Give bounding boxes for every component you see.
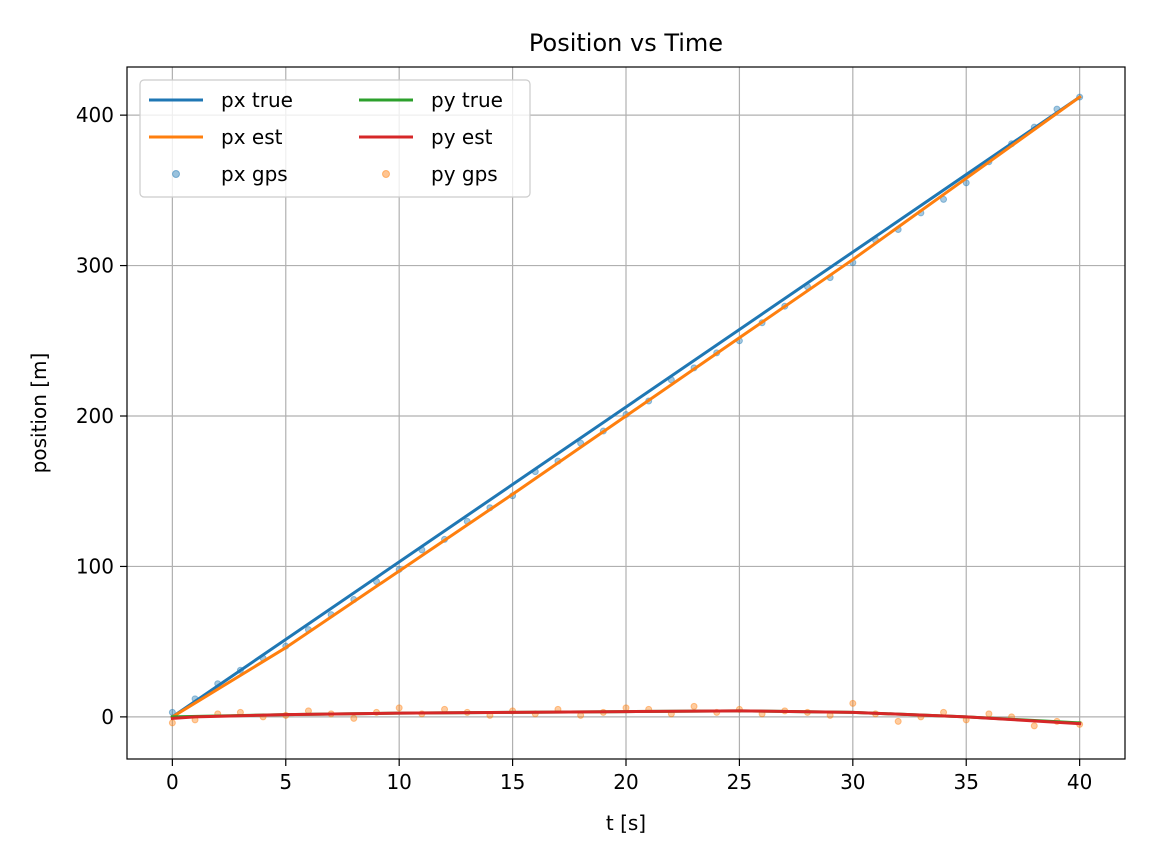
- py-gps-point: [894, 717, 902, 725]
- plot-series: [168, 93, 1084, 730]
- x-tick-label: 10: [386, 770, 411, 794]
- y-tick-label: 200: [76, 404, 114, 428]
- y-tick-label: 400: [76, 103, 114, 127]
- px-est-line: [170, 94, 1082, 719]
- x-tick-label: 35: [954, 770, 979, 794]
- y-tick-label: 0: [101, 705, 114, 729]
- y-tick-label: 300: [76, 254, 114, 278]
- py-gps-point: [395, 704, 403, 712]
- legend-label: py est: [431, 125, 493, 149]
- py-gps-point: [985, 710, 993, 718]
- x-tick-label: 25: [727, 770, 752, 794]
- legend-label: px true: [221, 88, 293, 112]
- legend-item-px-true: px true: [149, 88, 293, 112]
- py-gps-point: [350, 714, 358, 722]
- y-axis-label: position [m]: [27, 353, 51, 474]
- py-gps-point: [168, 719, 176, 727]
- x-tick-label: 30: [840, 770, 865, 794]
- x-tick-label: 15: [500, 770, 525, 794]
- legend-item-py-est: py est: [359, 125, 493, 149]
- legend-box: [139, 79, 531, 198]
- py-gps-point: [690, 702, 698, 710]
- py-gps-point: [849, 699, 857, 707]
- px-true-line: [170, 95, 1082, 719]
- x-tick-label: 5: [279, 770, 292, 794]
- legend-label: px est: [221, 125, 283, 149]
- x-tick-label: 0: [166, 770, 179, 794]
- y-tick-label: 100: [76, 554, 114, 578]
- legend-swatch: [172, 170, 180, 178]
- legend-item-px-est: px est: [149, 125, 283, 149]
- legend-label: py true: [431, 88, 503, 112]
- legend: px true px est px gps py true py est py gps: [139, 79, 531, 198]
- py-gps-point: [622, 704, 630, 712]
- legend-label: py gps: [431, 162, 498, 186]
- py-gps-point: [1030, 722, 1038, 730]
- chart-title: Position vs Time: [529, 29, 723, 57]
- x-axis-label: t [s]: [606, 811, 646, 835]
- legend-label: px gps: [221, 162, 288, 186]
- py-est-line: [170, 709, 1082, 726]
- x-tick-label: 20: [613, 770, 638, 794]
- legend-item-py-gps: py gps: [382, 162, 498, 186]
- legend-item-px-gps: px gps: [172, 162, 288, 186]
- x-tick-label: 40: [1067, 770, 1092, 794]
- legend-item-py-true: py true: [359, 88, 503, 112]
- legend-swatch: [382, 170, 390, 178]
